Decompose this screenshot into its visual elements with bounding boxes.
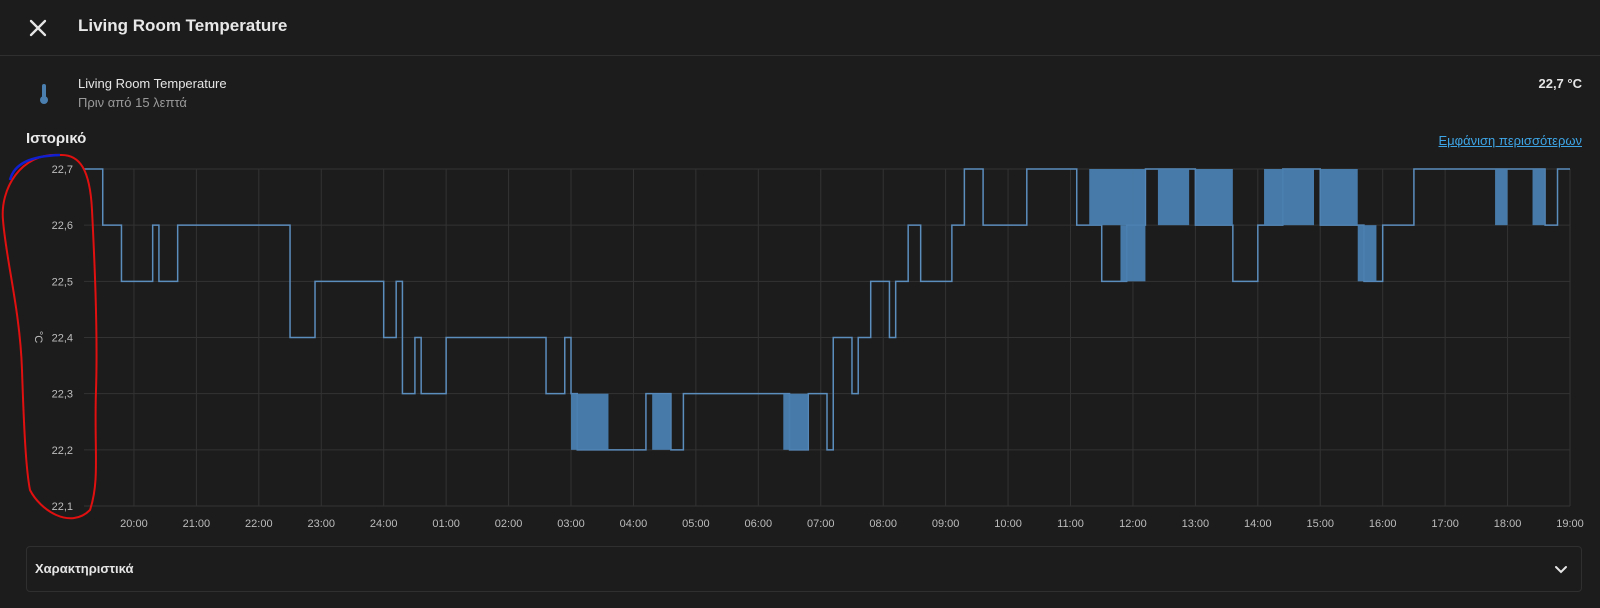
x-tick-label: 22:00 bbox=[245, 518, 273, 530]
history-title: Ιστορικό bbox=[26, 130, 87, 147]
y-tick-label: 22,1 bbox=[52, 501, 73, 513]
temperature-series-line bbox=[84, 168, 1570, 451]
x-tick-label: 20:00 bbox=[120, 518, 148, 530]
entity-last-changed: Πριν από 15 λεπτά bbox=[78, 95, 187, 110]
x-tick-label: 10:00 bbox=[994, 518, 1022, 530]
oscillation-block bbox=[1357, 225, 1377, 282]
y-tick-label: 22,6 bbox=[52, 220, 73, 232]
y-tick-label: 22,4 bbox=[52, 333, 73, 345]
x-tick-label: 23:00 bbox=[307, 518, 335, 530]
blue-annotation-stroke bbox=[8, 153, 61, 181]
x-tick-label: 09:00 bbox=[932, 518, 960, 530]
y-tick-label: 22,5 bbox=[52, 276, 73, 288]
x-tick-label: 11:00 bbox=[1057, 518, 1084, 530]
x-tick-label: 07:00 bbox=[807, 518, 835, 530]
oscillation-block bbox=[652, 393, 671, 450]
x-tick-label: 14:00 bbox=[1244, 518, 1272, 530]
oscillation-block bbox=[1532, 169, 1546, 226]
x-tick-label: 06:00 bbox=[745, 518, 773, 530]
x-tick-label: 18:00 bbox=[1494, 518, 1522, 530]
x-tick-label: 24:00 bbox=[370, 518, 398, 530]
x-tick-label: 21:00 bbox=[183, 518, 211, 530]
x-tick-label: 01:00 bbox=[432, 518, 460, 530]
show-more-link[interactable]: Εμφάνιση περισσότερων bbox=[1438, 133, 1582, 148]
attributes-expander[interactable]: Χαρακτηριστικά bbox=[26, 546, 1582, 592]
entity-row[interactable]: Living Room Temperature Πριν από 15 λεπτ… bbox=[0, 64, 1600, 116]
x-tick-label: 17:00 bbox=[1431, 518, 1459, 530]
history-chart[interactable]: 22,7 22,6 22,5 22,4 22,3 22,2 22,1 °C 20:00 21:00… bbox=[0, 150, 1600, 535]
x-tick-label: 19:00 bbox=[1556, 518, 1584, 530]
oscillation-block bbox=[783, 393, 809, 450]
x-tick-label: 04:00 bbox=[620, 518, 648, 530]
entity-state: 22,7 °C bbox=[1538, 76, 1582, 91]
chevron-down-icon bbox=[1555, 566, 1567, 574]
oscillation-block bbox=[1495, 169, 1508, 226]
close-icon[interactable] bbox=[24, 14, 52, 42]
x-tick-label: 12:00 bbox=[1119, 518, 1147, 530]
oscillation-block bbox=[1157, 169, 1190, 226]
entity-name: Living Room Temperature bbox=[78, 76, 227, 91]
oscillation-block bbox=[1120, 225, 1146, 282]
x-tick-label: 02:00 bbox=[495, 518, 523, 530]
y-axis-label: °C bbox=[32, 331, 44, 343]
oscillation-block bbox=[1320, 169, 1358, 226]
x-tick-label: 16:00 bbox=[1369, 518, 1397, 530]
x-tick-label: 03:00 bbox=[557, 518, 585, 530]
attributes-label: Χαρακτηριστικά bbox=[35, 561, 134, 576]
x-tick-label: 08:00 bbox=[869, 518, 897, 530]
y-tick-label: 22,2 bbox=[52, 445, 73, 457]
x-tick-label: 05:00 bbox=[682, 518, 710, 530]
red-annotation-outline bbox=[1, 153, 98, 520]
x-tick-label: 15:00 bbox=[1306, 518, 1334, 530]
oscillation-block bbox=[1195, 169, 1233, 226]
oscillation-block bbox=[1089, 169, 1146, 226]
history-chart-svg: 22,7 22,6 22,5 22,4 22,3 22,2 22,1 °C 20:00 21:00… bbox=[1, 153, 1584, 530]
thermometer-icon bbox=[40, 84, 48, 104]
oscillation-block bbox=[1264, 169, 1315, 226]
y-tick-label: 22,3 bbox=[52, 389, 73, 401]
dialog-header: Living Room Temperature bbox=[0, 0, 1600, 56]
oscillation-block bbox=[571, 393, 609, 450]
y-tick-label: 22,7 bbox=[52, 164, 73, 176]
x-tick-label: 13:00 bbox=[1182, 518, 1210, 530]
dialog-title: Living Room Temperature bbox=[78, 16, 288, 35]
